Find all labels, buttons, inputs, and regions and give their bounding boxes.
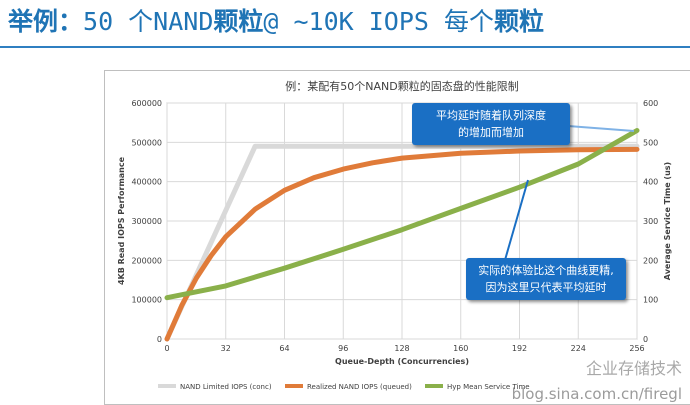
x-tick-label: 32 [221, 344, 231, 353]
series-point-3 [282, 266, 287, 270]
series-point-2 [253, 207, 257, 211]
y-axis-label: 4KB Read IOPS Performance [117, 156, 126, 285]
callout-latency-increase: 平均延时随着队列深度 的增加而增加 [412, 103, 570, 145]
x-tick-label: 160 [453, 344, 468, 353]
series-point-2 [635, 147, 639, 152]
series-point-3 [517, 185, 522, 189]
series-point-3 [576, 162, 580, 166]
series-point-2 [312, 176, 316, 180]
y2-tick-label: 200 [643, 256, 658, 265]
callout-top-line1: 平均延时随着队列深度 [436, 109, 546, 122]
series-point-2 [371, 161, 375, 165]
y-tick-label: 200000 [131, 256, 162, 265]
series-point-3 [635, 128, 639, 133]
y2-tick-label: 600 [643, 99, 658, 108]
series-point-3 [341, 247, 345, 251]
legend-label-2: Realized NAND IOPS (queued) [307, 383, 412, 391]
y-tick-label: 500000 [131, 138, 162, 147]
title-segment-2: 颗粒 [213, 7, 264, 36]
title-prefix: 举例： [8, 7, 84, 36]
series-point-2 [194, 276, 198, 280]
title-divider [0, 46, 690, 48]
y2-tick-label: 100 [643, 296, 658, 305]
y-tick-label: 100000 [131, 296, 162, 305]
watermark-url: blog.sina.com.cn/firegl [511, 385, 682, 403]
y-tick-label: 300000 [131, 217, 162, 226]
y-tick-label: 0 [157, 335, 162, 344]
series-point-2 [517, 149, 522, 153]
y-tick-label: 400000 [131, 178, 162, 187]
legend-label-3: Hyp Mean Service Time [447, 383, 530, 391]
title-segment-3: @ ~10K IOPS 每个 [263, 7, 495, 36]
y2-tick-label: 500 [643, 138, 658, 147]
series-point-2 [180, 303, 184, 308]
y2-tick-label: 300 [643, 217, 658, 226]
series-point-2 [209, 254, 213, 258]
series-point-3 [459, 206, 463, 211]
series-point-1 [253, 144, 257, 148]
x-axis-label: Queue-Depth (Concurrencies) [335, 357, 469, 366]
series-point-3 [165, 296, 169, 300]
series-point-2 [400, 156, 404, 160]
series-point-2 [224, 235, 228, 239]
series-point-2 [282, 188, 287, 192]
callout-bottom-pointer [504, 179, 529, 261]
x-tick-label: 0 [164, 344, 169, 353]
x-tick-label: 128 [394, 344, 409, 353]
y2-tick-label: 0 [643, 335, 648, 344]
callout-top-pointer [567, 125, 635, 132]
y-tick-label: 600000 [131, 99, 162, 108]
x-tick-label: 96 [338, 344, 348, 353]
watermark-brand: 企业存储技术 [585, 359, 682, 378]
title-segment-1: 50 个NAND [83, 7, 214, 36]
y2-tick-label: 400 [643, 178, 658, 187]
legend-label-1: NAND Limited IOPS (conc) [180, 383, 272, 391]
series-point-2 [341, 167, 345, 171]
y2-axis-label: Average Service Time (us) [663, 162, 672, 280]
callout-top-line2: 的增加而增加 [458, 126, 524, 139]
callout-bottom-line2: 因为这里只代表平均延时 [485, 281, 607, 294]
series-point-2 [576, 148, 580, 152]
x-tick-label: 224 [571, 344, 586, 353]
callout-bottom-line1: 实际的体验比这个曲线更精, [478, 264, 614, 277]
x-tick-label: 256 [629, 344, 644, 353]
chart-title: 例：某配有50个NAND颗粒的固态盘的性能限制 [285, 79, 518, 93]
series-point-2 [459, 151, 463, 155]
series-point-3 [400, 228, 404, 232]
slide-title: 举例：50 个NAND颗粒@ ~10K IOPS 每个颗粒 [8, 2, 544, 42]
title-segment-4: 颗粒 [494, 7, 545, 36]
x-tick-label: 64 [279, 344, 289, 353]
series-point-3 [224, 284, 228, 288]
x-tick-label: 192 [512, 344, 527, 353]
series-point-2 [165, 337, 169, 341]
callout-average-latency-note: 实际的体验比这个曲线更精, 因为这里只代表平均延时 [466, 258, 626, 300]
